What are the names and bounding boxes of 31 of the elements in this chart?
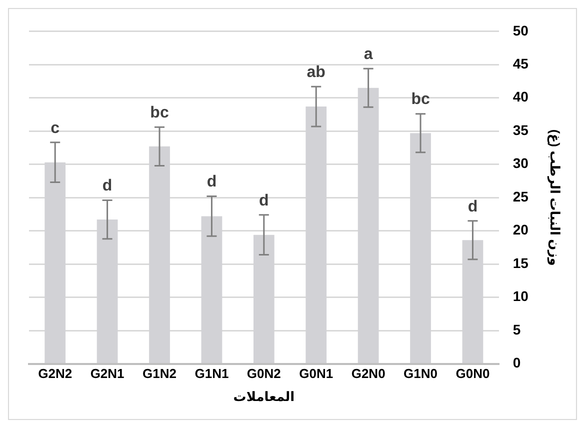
y-axis-title: وزن النبات الرطب (غ) <box>546 129 563 266</box>
y-tick-label: 5 <box>512 321 521 338</box>
annotation: a <box>364 46 373 64</box>
x-tick-label: G2N2 <box>38 366 72 382</box>
y-tick-label: 15 <box>512 254 529 271</box>
y-tick-label: 40 <box>512 88 529 105</box>
annotation: ab <box>306 64 326 81</box>
annotation: bc <box>150 104 169 122</box>
y-tick-label: 50 <box>512 22 529 38</box>
y-tick-label: 10 <box>512 288 529 304</box>
y-tick-label: 25 <box>512 188 529 204</box>
annotation: d <box>102 178 112 195</box>
x-axis-title: المعاملات <box>233 388 295 404</box>
x-tick-label: G1N2 <box>142 366 176 382</box>
annotation: d <box>468 198 478 216</box>
y-tick-label: 45 <box>512 56 529 72</box>
y-tick-label: 0 <box>512 354 521 371</box>
x-tick-label: G1N1 <box>194 366 229 382</box>
x-tick-label: G1N0 <box>404 366 438 382</box>
y-tick-label: 35 <box>512 122 529 138</box>
annotation: bc <box>411 91 430 108</box>
x-tick-label: G0N2 <box>246 366 281 382</box>
x-tick-label: G2N1 <box>90 366 124 382</box>
x-tick-label: G2N0 <box>351 366 386 382</box>
x-tick-label: G0N1 <box>299 366 334 382</box>
annotation: d <box>259 192 269 210</box>
y-tick-label: 30 <box>512 155 529 172</box>
annotation: c <box>50 120 60 137</box>
y-tick-label: 20 <box>512 222 529 238</box>
annotation: d <box>206 174 217 191</box>
x-tick-label: G0N0 <box>456 366 490 382</box>
